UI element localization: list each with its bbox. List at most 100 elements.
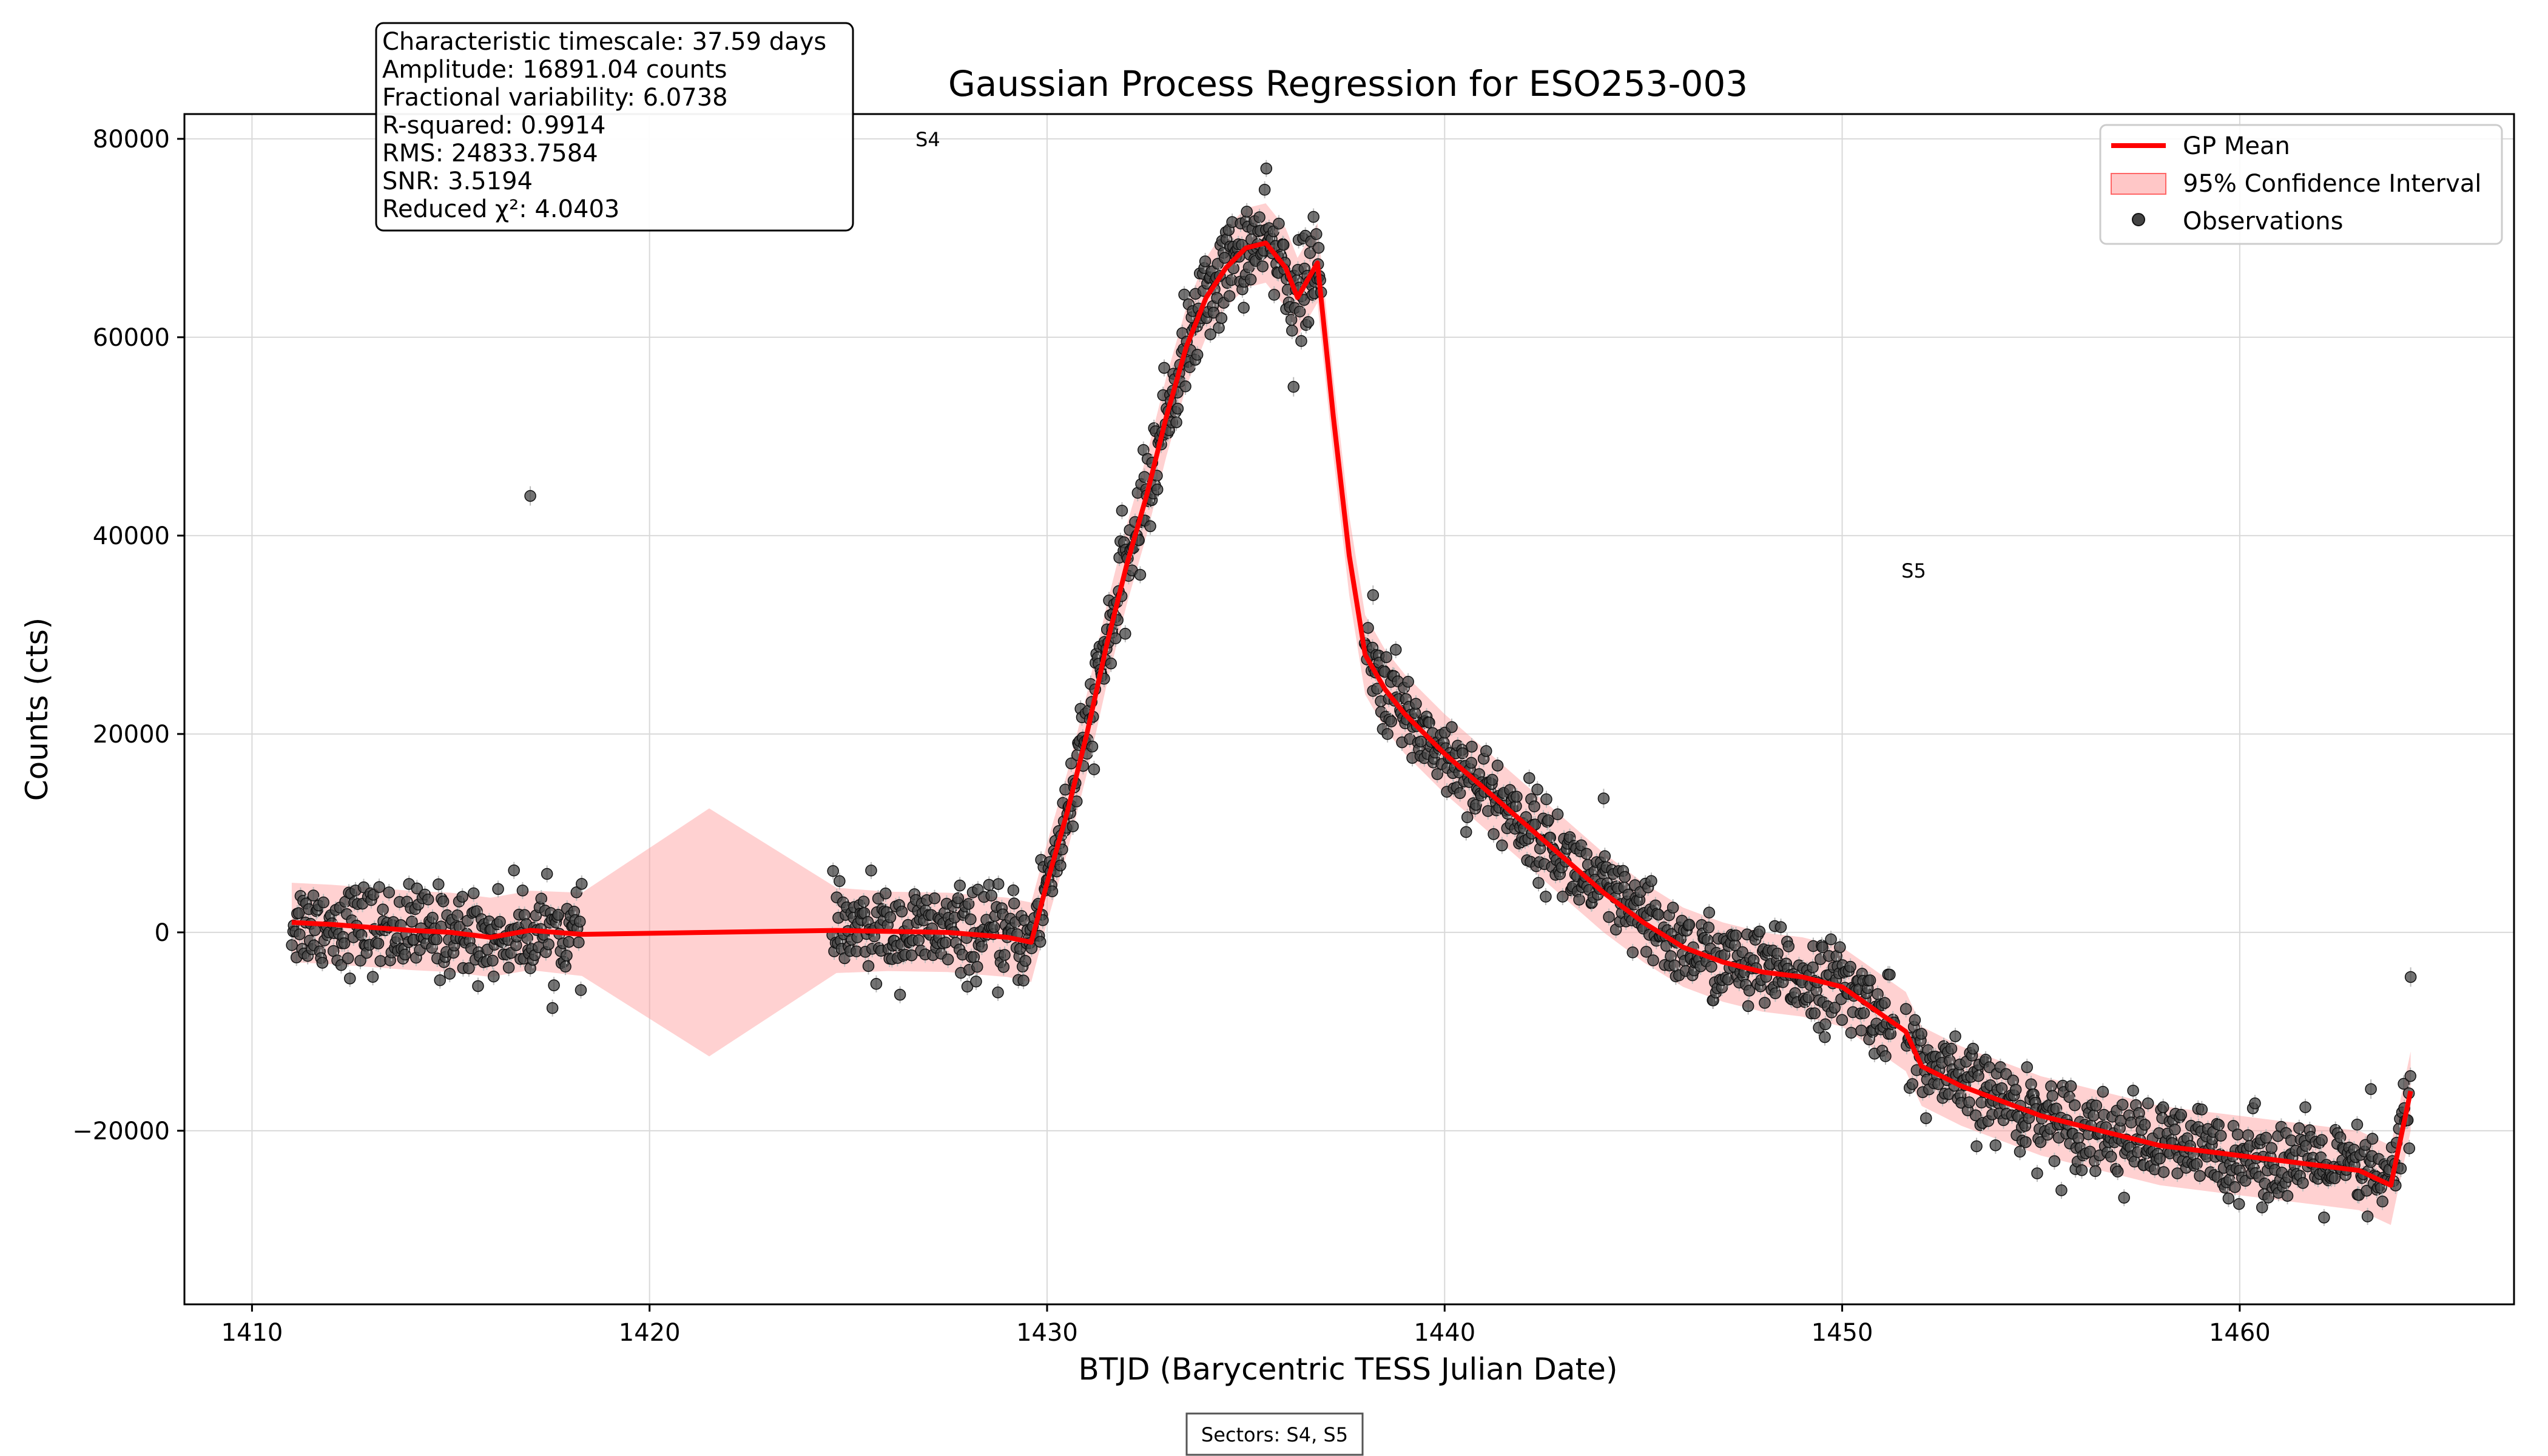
observation-point bbox=[2299, 1101, 2311, 1113]
observation-point bbox=[411, 882, 423, 895]
legend: GP Mean 95% Confidence Interval Observat… bbox=[2099, 124, 2503, 245]
observation-point bbox=[1218, 252, 1231, 264]
observation-point bbox=[366, 971, 379, 983]
observation-point bbox=[2014, 1145, 2026, 1158]
observation-point bbox=[862, 960, 875, 972]
observation-outlier bbox=[2404, 971, 2417, 983]
x-axis-ticks: 1410 1420 1430 1440 1450 1460 bbox=[221, 1304, 2271, 1347]
observation-point bbox=[1769, 987, 1782, 1000]
observation-point bbox=[443, 968, 456, 980]
observation-point bbox=[2138, 1119, 2151, 1131]
observation-point bbox=[552, 909, 565, 921]
legend-gp-mean-label: GP Mean bbox=[2183, 132, 2290, 160]
observation-point bbox=[1819, 1031, 1831, 1043]
y-tick-label: −20000 bbox=[72, 1117, 170, 1145]
observation-point bbox=[2009, 1084, 2022, 1096]
observation-point bbox=[2025, 1078, 2037, 1090]
y-axis-title: Counts (cts) bbox=[19, 618, 55, 801]
stat-amplitude: Amplitude: 16891.04 counts bbox=[382, 56, 727, 84]
observation-point bbox=[1542, 814, 1554, 826]
y-tick-label: 40000 bbox=[93, 522, 170, 550]
x-tick-label: 1420 bbox=[619, 1319, 681, 1347]
observation-point bbox=[1580, 848, 1592, 860]
y-tick-label: 0 bbox=[155, 919, 170, 947]
observation-point bbox=[2069, 1099, 2081, 1111]
observation-point bbox=[1945, 1042, 1958, 1055]
observation-point bbox=[1626, 946, 1639, 959]
observation-point bbox=[1828, 1002, 1841, 1014]
x-tick-label: 1450 bbox=[1812, 1319, 1873, 1347]
observation-point bbox=[970, 976, 982, 988]
observation-point bbox=[2318, 1212, 2330, 1224]
observation-point bbox=[2127, 1084, 2139, 1097]
sector-labels: S4 S5 bbox=[915, 128, 1926, 582]
observation-point bbox=[1486, 774, 1498, 786]
observation-point bbox=[1008, 897, 1020, 910]
observation-point bbox=[1046, 885, 1059, 897]
observation-point bbox=[1273, 217, 1285, 230]
y-axis-ticks: −20000 0 20000 40000 60000 80000 bbox=[72, 126, 184, 1145]
legend-confidence-label: 95% Confidence Interval bbox=[2183, 170, 2481, 198]
observation-point bbox=[1381, 728, 1394, 740]
observation-point bbox=[344, 972, 356, 985]
observation-point bbox=[1640, 946, 1653, 958]
observation-point bbox=[2055, 1184, 2068, 1196]
observation-point bbox=[1619, 871, 1631, 883]
observation-point bbox=[2398, 1077, 2410, 1090]
observation-point bbox=[1461, 811, 1474, 823]
observation-point bbox=[1647, 954, 1659, 966]
observation-point bbox=[1134, 568, 1147, 581]
observation-point bbox=[965, 913, 977, 926]
observation-point bbox=[1260, 163, 1273, 175]
observation-point bbox=[1599, 850, 1611, 862]
observation-point bbox=[406, 915, 418, 928]
observation-point bbox=[2105, 1150, 2117, 1163]
observation-point bbox=[895, 905, 908, 918]
confidence-band bbox=[291, 203, 2411, 1225]
observation-point bbox=[1241, 206, 1253, 218]
observation-point bbox=[1065, 757, 1077, 770]
observation-point bbox=[1179, 380, 1191, 393]
observation-point bbox=[1213, 322, 1225, 334]
observation-point bbox=[2361, 1210, 2374, 1222]
observation-point bbox=[2233, 1198, 2245, 1210]
observation-point bbox=[2020, 1136, 2032, 1148]
observation-point bbox=[1268, 289, 1281, 301]
x-tick-label: 1430 bbox=[1016, 1319, 1078, 1347]
observation-point bbox=[542, 938, 554, 951]
observation-point bbox=[1972, 1070, 1984, 1082]
observation-point bbox=[1470, 798, 1482, 811]
observation-point bbox=[1864, 974, 1876, 986]
observation-point bbox=[430, 933, 443, 946]
observation-point bbox=[434, 974, 447, 986]
observation-point bbox=[1256, 260, 1269, 272]
observation-point bbox=[1879, 997, 1891, 1009]
observation-point bbox=[1730, 929, 1742, 942]
observation-point bbox=[857, 895, 870, 908]
observation-point bbox=[1858, 1007, 1870, 1019]
observation-point bbox=[1310, 228, 1323, 240]
observation-point bbox=[399, 948, 411, 961]
observation-outlier bbox=[1597, 792, 1610, 804]
observation-point bbox=[472, 980, 484, 993]
observation-point bbox=[1302, 315, 1315, 328]
observation-point bbox=[988, 921, 1000, 933]
observation-point bbox=[1807, 961, 1819, 974]
observation-point bbox=[1511, 790, 1523, 803]
observation-point bbox=[999, 949, 1011, 961]
observation-point bbox=[2157, 1101, 2169, 1113]
observation-point bbox=[2366, 1133, 2379, 1145]
observation-point bbox=[1312, 241, 1325, 254]
stat-snr: SNR: 3.5194 bbox=[382, 167, 533, 195]
observation-point bbox=[1969, 1109, 1982, 1122]
observation-point bbox=[463, 962, 475, 974]
observation-point bbox=[342, 952, 354, 965]
y-tick-label: 60000 bbox=[93, 324, 170, 352]
observation-point bbox=[487, 954, 499, 967]
observation-point bbox=[1774, 921, 1787, 933]
observation-point bbox=[2090, 1099, 2103, 1112]
observation-point bbox=[2046, 1090, 2058, 1102]
observation-point bbox=[426, 912, 439, 924]
observation-point bbox=[2088, 1110, 2100, 1122]
observation-point bbox=[2075, 1164, 2088, 1176]
